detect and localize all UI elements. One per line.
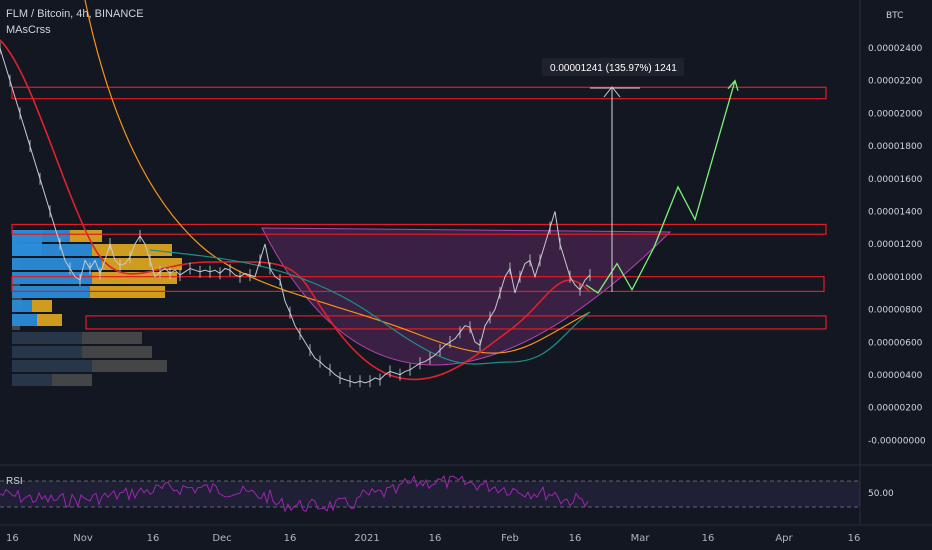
target-arrowhead [603,86,621,98]
x-tick-label: 16 [848,533,861,544]
zone-box [11,86,827,100]
x-tick-label: 16 [6,533,19,544]
vp-bar-up [12,374,52,386]
y-tick-label: 0.00000200 [868,404,923,414]
indicator-label: MAsCrss [6,24,51,36]
target-label-bg [542,58,684,76]
y-tick-label: 0.00002000 [868,109,923,119]
price-unit: BTC [886,11,903,21]
vp-bar-up [12,258,102,270]
price-series-line [0,47,591,384]
y-tick-label: 0.00000600 [868,338,923,348]
resistance-zones [11,86,827,330]
vp-bar-down [92,360,167,372]
x-tick-label: 16 [569,533,582,544]
ma-fast-line [0,39,591,381]
vp-bar-down [52,374,92,386]
price-line [0,42,591,388]
x-tick-label: 16 [284,533,297,544]
zone-box [11,223,827,235]
vp-bar-up [12,332,82,344]
vp-bar-down [90,286,165,298]
y-tick-label: 0.00001800 [868,142,923,152]
price-axis-bg [860,0,932,550]
vp-bar-up [12,314,37,326]
ma-slow-line [84,0,591,354]
vp-bar-up [12,230,70,242]
ma-long-line [149,249,591,365]
y-tick-label: 0.00002400 [868,44,923,54]
y-tick-label: 0.00001000 [868,273,923,283]
y-tick-label: 0.00000800 [868,306,923,316]
volume-profile [12,230,182,386]
vp-bar-up [12,244,92,256]
target-measure: 0.00001241 (135.97%) 1241 [542,58,684,292]
rsi-pane: RSI 50.00 [0,464,932,513]
y-tick-label: -0.00000000 [868,436,926,446]
rsi-label: RSI [6,476,23,487]
vp-bar-up [12,286,90,298]
vp-bar-up [12,346,82,358]
x-tick-label: 16 [147,533,160,544]
rsi-band [0,481,860,507]
y-tick-label: 0.00002200 [868,77,923,87]
x-tick-label: Apr [775,533,793,544]
vp-bar-down [92,272,177,284]
symbol-title: FLM / Bitcoin, 4h, BINANCE [6,8,144,20]
vp-bar-down [82,346,152,358]
x-tick-label: 16 [702,533,715,544]
y-tick-label: 0.00001200 [868,240,923,250]
vp-bar-down [70,230,102,242]
zone-box [11,276,825,292]
vp-bar-down [37,314,62,326]
target-label: 0.00001241 (135.97%) 1241 [550,63,677,74]
vp-bar-down [82,332,142,344]
rsi-level: 50.00 [868,489,894,499]
projection-line [585,80,736,294]
x-tick-label: Feb [501,533,519,544]
vp-bar-down [92,244,172,256]
vp-bar-down [32,300,52,312]
projection-arrowhead [727,79,739,91]
x-tick-label: Dec [212,533,231,544]
projection-path [585,79,739,294]
y-tick-label: 0.00001600 [868,175,923,185]
x-tick-label: Mar [631,533,651,544]
vp-bar-down [102,258,182,270]
vp-bar-up [12,360,92,372]
zone-box [85,315,827,330]
cup-pattern [261,227,672,366]
x-tick-label: 16 [429,533,442,544]
x-tick-label: Nov [73,533,93,544]
vp-bar-up [12,300,32,312]
x-tick-label: 2021 [354,533,379,544]
y-tick-label: 0.00001400 [868,208,923,218]
vp-bar-up [12,272,92,284]
y-tick-label: 0.00000400 [868,371,923,381]
time-axis: 16 Nov 16 Dec 16 2021 16 Feb 16 Mar 16 Apr 16 [0,524,932,544]
rsi-line [0,474,589,513]
